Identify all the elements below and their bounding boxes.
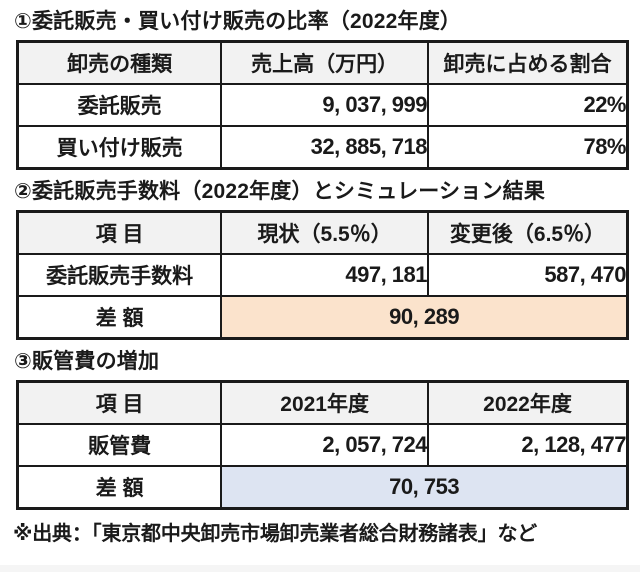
- table-row: 販管費 2, 057, 724 2, 128, 477: [16, 423, 629, 467]
- value-cell-purchase-share: 78%: [427, 125, 629, 170]
- value-cell-sga-2021: 2, 057, 724: [220, 423, 430, 467]
- column-header-item: 項 目: [16, 380, 223, 425]
- sga-increase-table: 項 目 2021年度 2022年度 販管費 2, 057, 724 2, 128…: [16, 380, 629, 510]
- table-header-row: 卸売の種類 売上高（万円） 卸売に占める割合: [16, 40, 629, 85]
- value-cell-commission-changed: 587, 470: [427, 253, 629, 297]
- table-row: 買い付け販売 32, 885, 718 78%: [16, 125, 629, 170]
- row-label-sga: 販管費: [16, 423, 223, 467]
- source-footnote: ※出典：「東京都中央卸売市場卸売業者総合財務諸表」など: [13, 523, 538, 545]
- value-cell-purchase-amount: 32, 885, 718: [220, 125, 430, 170]
- value-cell-commission-current: 497, 181: [220, 253, 430, 297]
- sales-ratio-table: 卸売の種類 売上高（万円） 卸売に占める割合 委託販売 9, 037, 999 …: [16, 40, 629, 170]
- section2-title: ②委託販売手数料（2022年度）とシミュレーション結果: [14, 180, 546, 203]
- diff-value-cell-sga: 70, 753: [220, 465, 629, 510]
- column-header-fy2021: 2021年度: [220, 380, 430, 425]
- section1-title: ①委託販売・買い付け販売の比率（2022年度）: [14, 10, 462, 33]
- value-cell-consignment-amount: 9, 037, 999: [220, 83, 430, 127]
- column-header-sales-type: 卸売の種類: [16, 40, 223, 85]
- table-row: 差 額 70, 753: [16, 465, 629, 510]
- section3-title: ③販管費の増加: [14, 350, 160, 373]
- column-header-share: 卸売に占める割合: [427, 40, 629, 85]
- column-header-sales-amount: 売上高（万円）: [220, 40, 430, 85]
- row-label-difference: 差 額: [16, 295, 223, 340]
- row-label-consignment-sales: 委託販売: [16, 83, 223, 127]
- table-row: 委託販売手数料 497, 181 587, 470: [16, 253, 629, 297]
- column-header-fy2022: 2022年度: [427, 380, 629, 425]
- table-header-row: 項 目 2021年度 2022年度: [16, 380, 629, 425]
- row-label-difference: 差 額: [16, 465, 223, 510]
- table-row: 差 額 90, 289: [16, 295, 629, 340]
- value-cell-consignment-share: 22%: [427, 83, 629, 127]
- column-header-item: 項 目: [16, 210, 223, 255]
- value-cell-sga-2022: 2, 128, 477: [427, 423, 629, 467]
- column-header-changed-rate: 変更後（6.5％）: [427, 210, 629, 255]
- row-label-commission: 委託販売手数料: [16, 253, 223, 297]
- table-row: 委託販売 9, 037, 999 22%: [16, 83, 629, 127]
- commission-simulation-table: 項 目 現状（5.5％） 変更後（6.5％） 委託販売手数料 497, 181 …: [16, 210, 629, 340]
- row-label-purchase-sales: 買い付け販売: [16, 125, 223, 170]
- diff-value-cell-commission: 90, 289: [220, 295, 629, 340]
- bottom-edge-strip: [0, 565, 640, 572]
- column-header-current-rate: 現状（5.5％）: [220, 210, 430, 255]
- table-header-row: 項 目 現状（5.5％） 変更後（6.5％）: [16, 210, 629, 255]
